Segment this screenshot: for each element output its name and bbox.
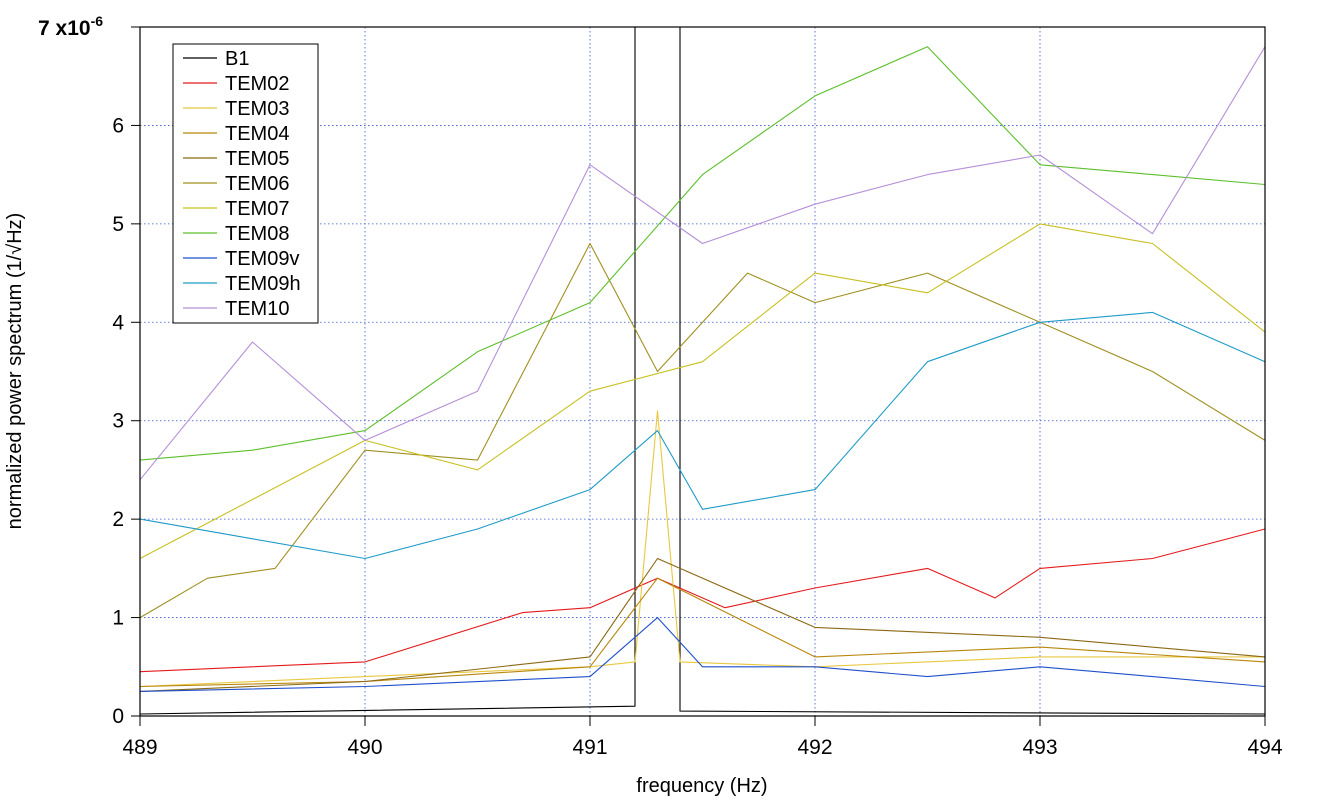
series-line-tem05 <box>139 557 1266 692</box>
series-lines <box>139 26 1266 715</box>
y-exponent-power: -6 <box>91 13 104 29</box>
y-exponent-base: x10 <box>56 17 91 40</box>
series-line-tem10 <box>139 46 1266 481</box>
x-tick-label: 489 <box>122 736 157 759</box>
series-line-tem02 <box>139 528 1266 673</box>
series-line-tem07 <box>139 223 1266 559</box>
y-tick-label: 5 <box>112 213 124 236</box>
series-line-tem08 <box>139 46 1266 461</box>
grid <box>140 27 1265 716</box>
y-tick-label: 6 <box>112 114 124 137</box>
legend-label: TEM03 <box>225 98 289 120</box>
legend-label: B1 <box>225 48 249 70</box>
series-line-tem09h <box>139 311 1266 560</box>
legend: B1 TEM02 TEM03 TEM04 TEM05 TEM06 TEM07 TEM08 TEM… <box>172 43 319 324</box>
y-tick-value: 7 <box>38 17 56 40</box>
legend-label: TEM05 <box>225 148 289 170</box>
x-tick-label: 491 <box>572 736 607 759</box>
x-tick-label: 490 <box>347 736 382 759</box>
x-tick-label: 494 <box>1247 736 1282 759</box>
legend-label: TEM08 <box>225 223 289 245</box>
legend-label: TEM09h <box>225 273 301 295</box>
y-tick-label: 4 <box>112 311 124 334</box>
y-tick-label: 0 <box>112 705 124 728</box>
plot-frame <box>139 26 1266 717</box>
legend-label: TEM06 <box>225 173 289 195</box>
y-tick-label: 7 x10-6 <box>38 13 103 40</box>
y-tick-label: 3 <box>112 410 124 433</box>
legend-label: TEM10 <box>225 298 289 320</box>
legend-label: TEM02 <box>225 73 289 95</box>
x-tick-label: 492 <box>797 736 832 759</box>
y-tick-label: 2 <box>112 508 124 531</box>
legend-label: TEM04 <box>225 123 289 145</box>
series-line-tem04 <box>139 577 1266 688</box>
x-tick-label: 493 <box>1022 736 1057 759</box>
series-line-tem09v <box>139 617 1266 692</box>
legend-label: TEM09v <box>225 248 299 270</box>
axis-ticks: 489 490 491 492 493 494 0 1 2 3 4 5 6 7 x10-6 <box>38 13 1283 759</box>
y-tick-label: 1 <box>112 607 124 630</box>
y-axis-label: normalized power spectrum (1/√Hz) <box>4 213 26 530</box>
x-axis-label: frequency (Hz) <box>636 775 767 797</box>
legend-label: TEM07 <box>225 198 289 220</box>
